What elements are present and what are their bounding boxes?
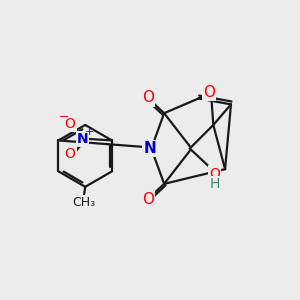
Text: +: +	[84, 128, 94, 137]
Text: −: −	[58, 111, 69, 124]
Text: O: O	[142, 192, 154, 207]
Text: O: O	[65, 147, 76, 161]
Text: O: O	[65, 117, 76, 130]
Text: O: O	[209, 167, 220, 181]
Text: N: N	[77, 132, 88, 146]
Text: CH₃: CH₃	[72, 196, 95, 208]
Text: H: H	[210, 177, 220, 191]
Text: N: N	[144, 141, 156, 156]
Text: O: O	[142, 90, 154, 105]
Text: O: O	[203, 85, 215, 100]
